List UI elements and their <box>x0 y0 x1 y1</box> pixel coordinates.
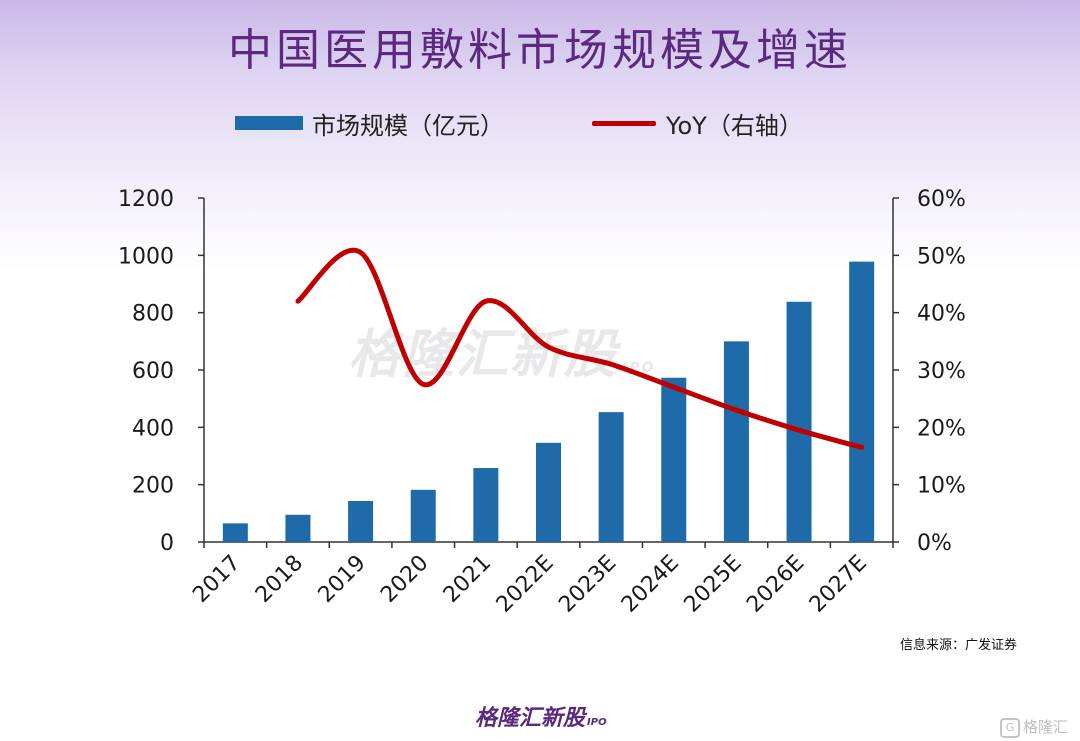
yoy-line <box>298 250 862 447</box>
y-right-tick-label: 50% <box>917 244 966 269</box>
brand-logo: 格隆汇新股 IPO <box>475 700 607 732</box>
bar <box>661 378 686 542</box>
x-tick-label: 2022E <box>492 551 559 618</box>
y-right-tick-label: 40% <box>917 302 966 327</box>
x-tick-label: 2019 <box>314 551 371 608</box>
bar <box>285 515 310 542</box>
y-left-tick-label: 200 <box>132 474 174 499</box>
bar <box>411 490 436 542</box>
y-right-tick-label: 30% <box>917 359 966 384</box>
bar <box>599 412 624 542</box>
y-left-tick-label: 600 <box>132 359 174 384</box>
bar <box>223 523 248 542</box>
bar <box>536 443 561 542</box>
bar <box>724 341 749 542</box>
x-tick-label: 2017 <box>188 551 245 608</box>
x-tick-label: 2023E <box>554 551 621 618</box>
corner-logo: G 格隆汇 <box>1000 716 1068 738</box>
y-right-tick-label: 0% <box>917 531 952 556</box>
y-left-tick-label: 0 <box>160 531 174 556</box>
x-tick-label: 2021 <box>439 551 496 608</box>
source-note: 信息来源：广发证券 <box>900 634 1017 653</box>
x-tick-label: 2020 <box>376 551 433 608</box>
y-left-tick-label: 1000 <box>118 244 174 269</box>
bar <box>473 468 498 542</box>
x-tick-label: 2025E <box>680 551 747 618</box>
x-tick-label: 2026E <box>742 551 809 618</box>
x-tick-label: 2027E <box>805 551 872 618</box>
y-left-tick-label: 1200 <box>118 187 174 212</box>
y-left-tick-label: 800 <box>132 302 174 327</box>
combo-chart: 0 200 400 600 800 1000 1200 0% 10% 20% 30% 40% 50% 60… <box>0 0 1080 741</box>
y-left-tick-label: 400 <box>132 416 174 441</box>
corner-logo-icon: G <box>1000 718 1020 738</box>
y-right-tick-label: 20% <box>917 416 966 441</box>
y-right-tick-label: 60% <box>917 187 966 212</box>
bar <box>849 262 874 542</box>
bar <box>787 302 812 542</box>
x-tick-label: 2018 <box>251 551 308 608</box>
bar <box>348 501 373 542</box>
y-right-tick-label: 10% <box>917 474 966 499</box>
x-tick-label: 2024E <box>617 551 684 618</box>
